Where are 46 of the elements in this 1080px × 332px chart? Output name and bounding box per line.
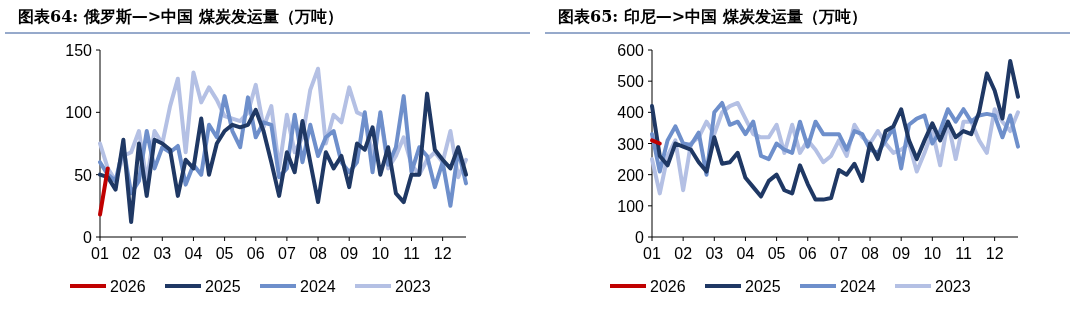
y-tick-label: 0: [635, 229, 645, 246]
legend-label: 2026: [110, 278, 146, 295]
x-tick-label: 05: [767, 245, 786, 262]
y-tick-label: 50: [74, 166, 93, 184]
line-series: [650, 58, 1020, 202]
x-tick-label: 10: [371, 245, 390, 262]
x-tick-label: 04: [736, 245, 755, 262]
legend-label: 2025: [205, 278, 241, 295]
y-tick-label: 0: [83, 229, 93, 246]
x-tick-label: 07: [830, 245, 848, 262]
x-tick-label: 01: [643, 245, 661, 262]
x-tick-label: 06: [246, 245, 265, 262]
legend-label: 2023: [935, 278, 971, 295]
legend-label: 2025: [745, 278, 781, 295]
x-tick-label: 01: [91, 245, 109, 262]
x-tick-label: 03: [705, 245, 724, 262]
x-tick-label: 03: [153, 245, 172, 262]
x-tick-label: 11: [403, 245, 420, 262]
x-tick-label: 07: [278, 245, 296, 262]
x-tick-label: 02: [674, 245, 693, 262]
x-tick-label: 04: [184, 245, 203, 262]
y-tick-label: 100: [617, 197, 645, 215]
x-tick-label: 06: [798, 245, 817, 262]
legend-label: 2023: [395, 278, 431, 295]
legend-label: 2026: [650, 278, 686, 295]
x-tick-label: 12: [433, 245, 452, 262]
x-tick-label: 08: [861, 245, 880, 262]
x-tick-label: 09: [340, 245, 359, 262]
chart-title: 图表64: 俄罗斯—>中国 煤炭发运量（万吨）: [18, 7, 343, 26]
y-tick-label: 300: [617, 135, 645, 153]
x-tick-label: 10: [923, 245, 942, 262]
legend-label: 2024: [300, 278, 336, 295]
chart-title: 图表65: 印尼—>中国 煤炭发运量（万吨）: [558, 7, 867, 26]
legend-label: 2024: [840, 278, 876, 295]
x-tick-label: 12: [985, 245, 1004, 262]
x-tick-label: 09: [892, 245, 911, 262]
y-tick-label: 500: [617, 73, 645, 91]
x-tick-label: 05: [215, 245, 234, 262]
y-tick-label: 400: [617, 104, 645, 122]
y-tick-label: 150: [65, 42, 93, 59]
y-tick-label: 100: [65, 104, 93, 122]
x-tick-label: 08: [309, 245, 328, 262]
y-tick-label: 200: [617, 166, 645, 184]
y-tick-label: 600: [617, 42, 645, 59]
x-tick-label: 02: [122, 245, 141, 262]
x-tick-label: 11: [955, 245, 972, 262]
